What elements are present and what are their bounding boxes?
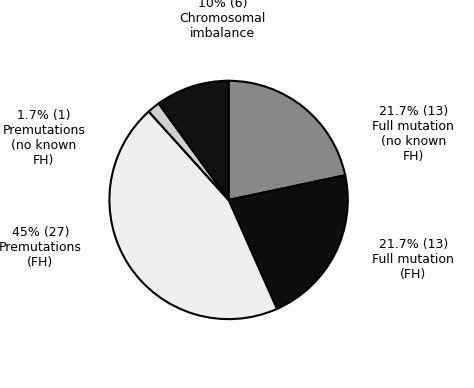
Text: 21.7% (13)
Full mutation
(no known
FH): 21.7% (13) Full mutation (no known FH)	[373, 106, 454, 163]
Wedge shape	[228, 81, 345, 200]
Wedge shape	[109, 111, 277, 319]
Wedge shape	[228, 175, 348, 309]
Text: 1.7% (1)
Premutations
(no known
FH): 1.7% (1) Premutations (no known FH)	[2, 109, 85, 167]
Text: 21.7% (13)
Full mutation
(FH): 21.7% (13) Full mutation (FH)	[373, 238, 454, 281]
Wedge shape	[159, 81, 228, 200]
Text: 45% (27)
Premutations
(FH): 45% (27) Premutations (FH)	[0, 226, 82, 269]
Text: 10% (6)
Chromosomal
imbalance: 10% (6) Chromosomal imbalance	[180, 0, 266, 40]
Wedge shape	[149, 104, 228, 200]
